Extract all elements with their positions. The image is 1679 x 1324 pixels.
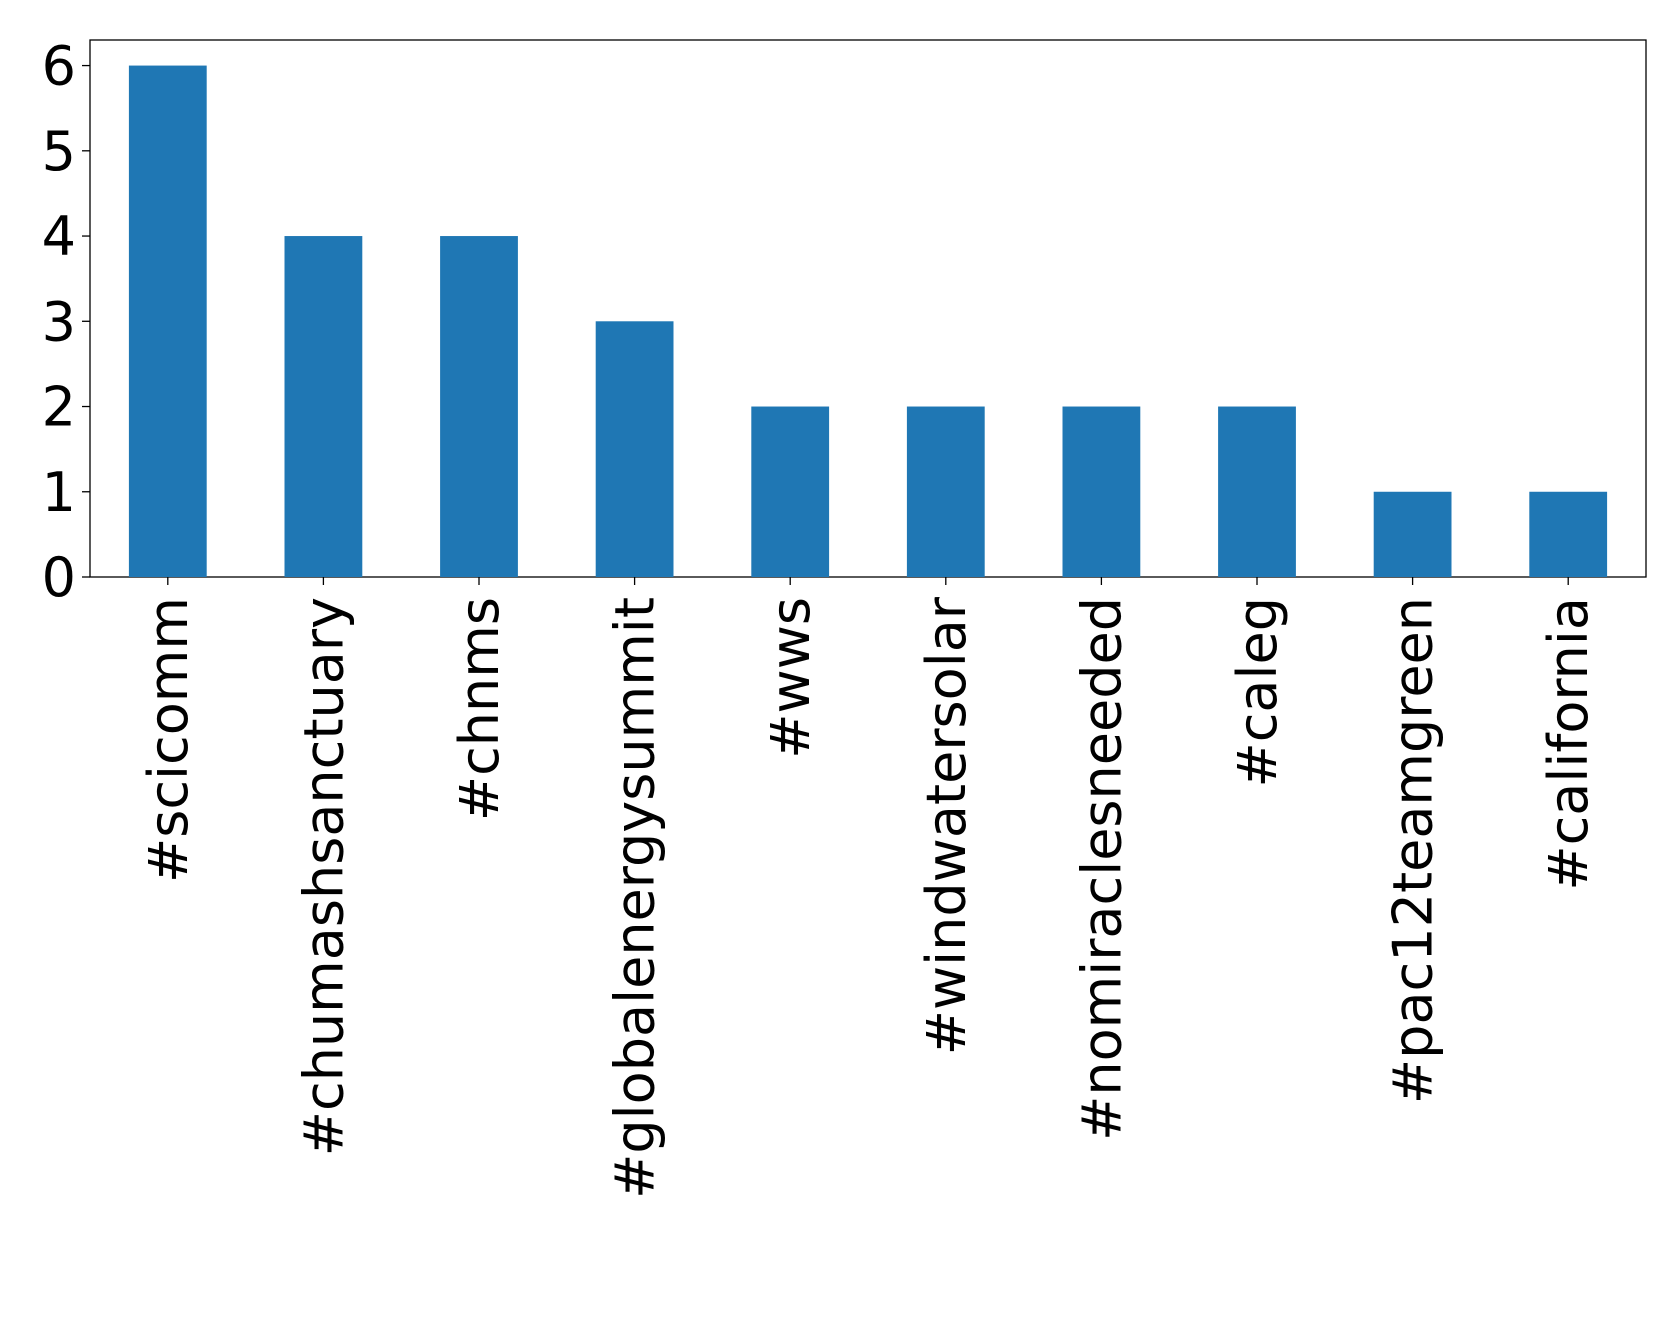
y-tick-label: 1 — [42, 461, 76, 524]
bar — [1529, 491, 1608, 577]
x-tick-label: #globalenergysummit — [604, 597, 667, 1199]
x-tick-label: #california — [1537, 597, 1600, 891]
x-tick-label: #windwatersolar — [915, 596, 978, 1055]
x-tick-label: #chnms — [448, 597, 511, 821]
y-tick-label: 3 — [42, 290, 76, 353]
bar — [440, 236, 518, 578]
y-tick-label: 6 — [42, 35, 76, 98]
y-tick-label: 0 — [42, 546, 76, 609]
bar — [1062, 406, 1141, 577]
bar — [128, 65, 207, 578]
bar — [284, 236, 363, 578]
bar — [751, 406, 830, 577]
y-tick-label: 2 — [42, 376, 76, 439]
x-tick-label: #nomiraclesneeded — [1070, 597, 1133, 1141]
y-tick-label: 5 — [42, 120, 76, 183]
x-tick-label: #pac12teamgreen — [1382, 597, 1445, 1104]
x-tick-label: #wws — [759, 597, 822, 759]
bar — [1373, 491, 1452, 577]
x-tick-label: #caleg — [1226, 597, 1289, 788]
bar — [1218, 406, 1296, 577]
plot-frame — [89, 39, 1647, 578]
y-tick-label: 4 — [42, 205, 76, 268]
bar — [595, 321, 674, 577]
x-tick-label: #chumashsanctuary — [292, 597, 355, 1156]
x-tick-label: #scicomm — [137, 597, 200, 883]
bar — [906, 406, 985, 577]
